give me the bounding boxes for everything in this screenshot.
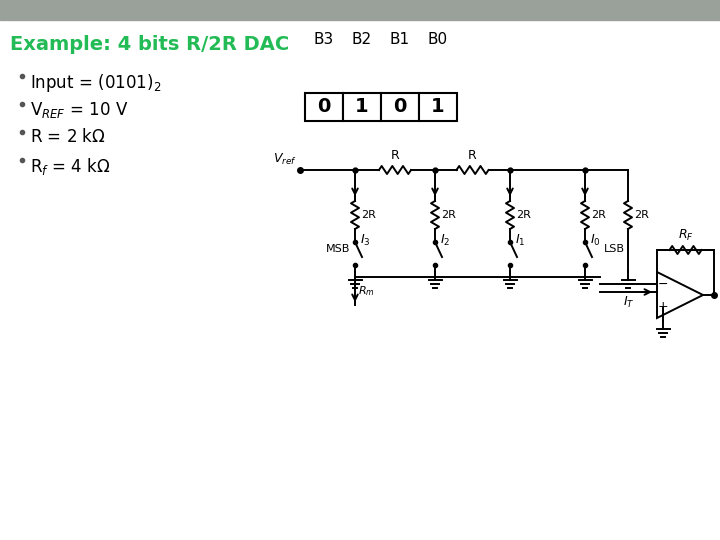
Text: MSB: MSB xyxy=(325,244,350,254)
Text: 2R: 2R xyxy=(361,210,376,220)
Text: 2R: 2R xyxy=(591,210,606,220)
Text: R$_f$ = 4 k$\Omega$: R$_f$ = 4 k$\Omega$ xyxy=(30,156,110,177)
Text: R = 2 k$\Omega$: R = 2 k$\Omega$ xyxy=(30,128,106,146)
Bar xyxy=(381,93,419,121)
Text: $R_m$: $R_m$ xyxy=(358,284,374,298)
Text: B0: B0 xyxy=(428,32,448,47)
Text: 2R: 2R xyxy=(634,210,649,220)
Text: $I_3$: $I_3$ xyxy=(360,232,371,247)
Text: 0: 0 xyxy=(318,98,330,117)
Text: B2: B2 xyxy=(352,32,372,47)
Bar xyxy=(305,93,343,121)
Text: $V_0$: $V_0$ xyxy=(718,285,720,301)
Text: 1: 1 xyxy=(431,98,445,117)
Text: 2R: 2R xyxy=(441,210,456,220)
Text: $+$: $+$ xyxy=(657,300,669,313)
Text: 1: 1 xyxy=(355,98,369,117)
Text: $I_2$: $I_2$ xyxy=(440,232,450,247)
Text: Input = (0101)$_2$: Input = (0101)$_2$ xyxy=(30,72,161,94)
Text: $I_T$: $I_T$ xyxy=(623,295,634,310)
Text: B3: B3 xyxy=(314,32,334,47)
Text: R: R xyxy=(391,149,400,162)
Text: V$_{REF}$ = 10 V: V$_{REF}$ = 10 V xyxy=(30,100,128,120)
Text: Example: 4 bits R/2R DAC: Example: 4 bits R/2R DAC xyxy=(10,35,289,54)
Text: $I_0$: $I_0$ xyxy=(590,232,600,247)
Text: R: R xyxy=(468,149,477,162)
Text: 2R: 2R xyxy=(516,210,531,220)
Bar xyxy=(0,0,720,20)
Text: B1: B1 xyxy=(390,32,410,47)
Text: $-$: $-$ xyxy=(657,277,669,290)
Text: $V_{ref}$: $V_{ref}$ xyxy=(274,152,297,167)
Bar xyxy=(343,93,381,121)
Text: $I_1$: $I_1$ xyxy=(515,232,526,247)
Text: $R_F$: $R_F$ xyxy=(678,228,693,243)
Text: 0: 0 xyxy=(393,98,407,117)
Text: LSB: LSB xyxy=(604,244,625,254)
Bar xyxy=(419,93,457,121)
